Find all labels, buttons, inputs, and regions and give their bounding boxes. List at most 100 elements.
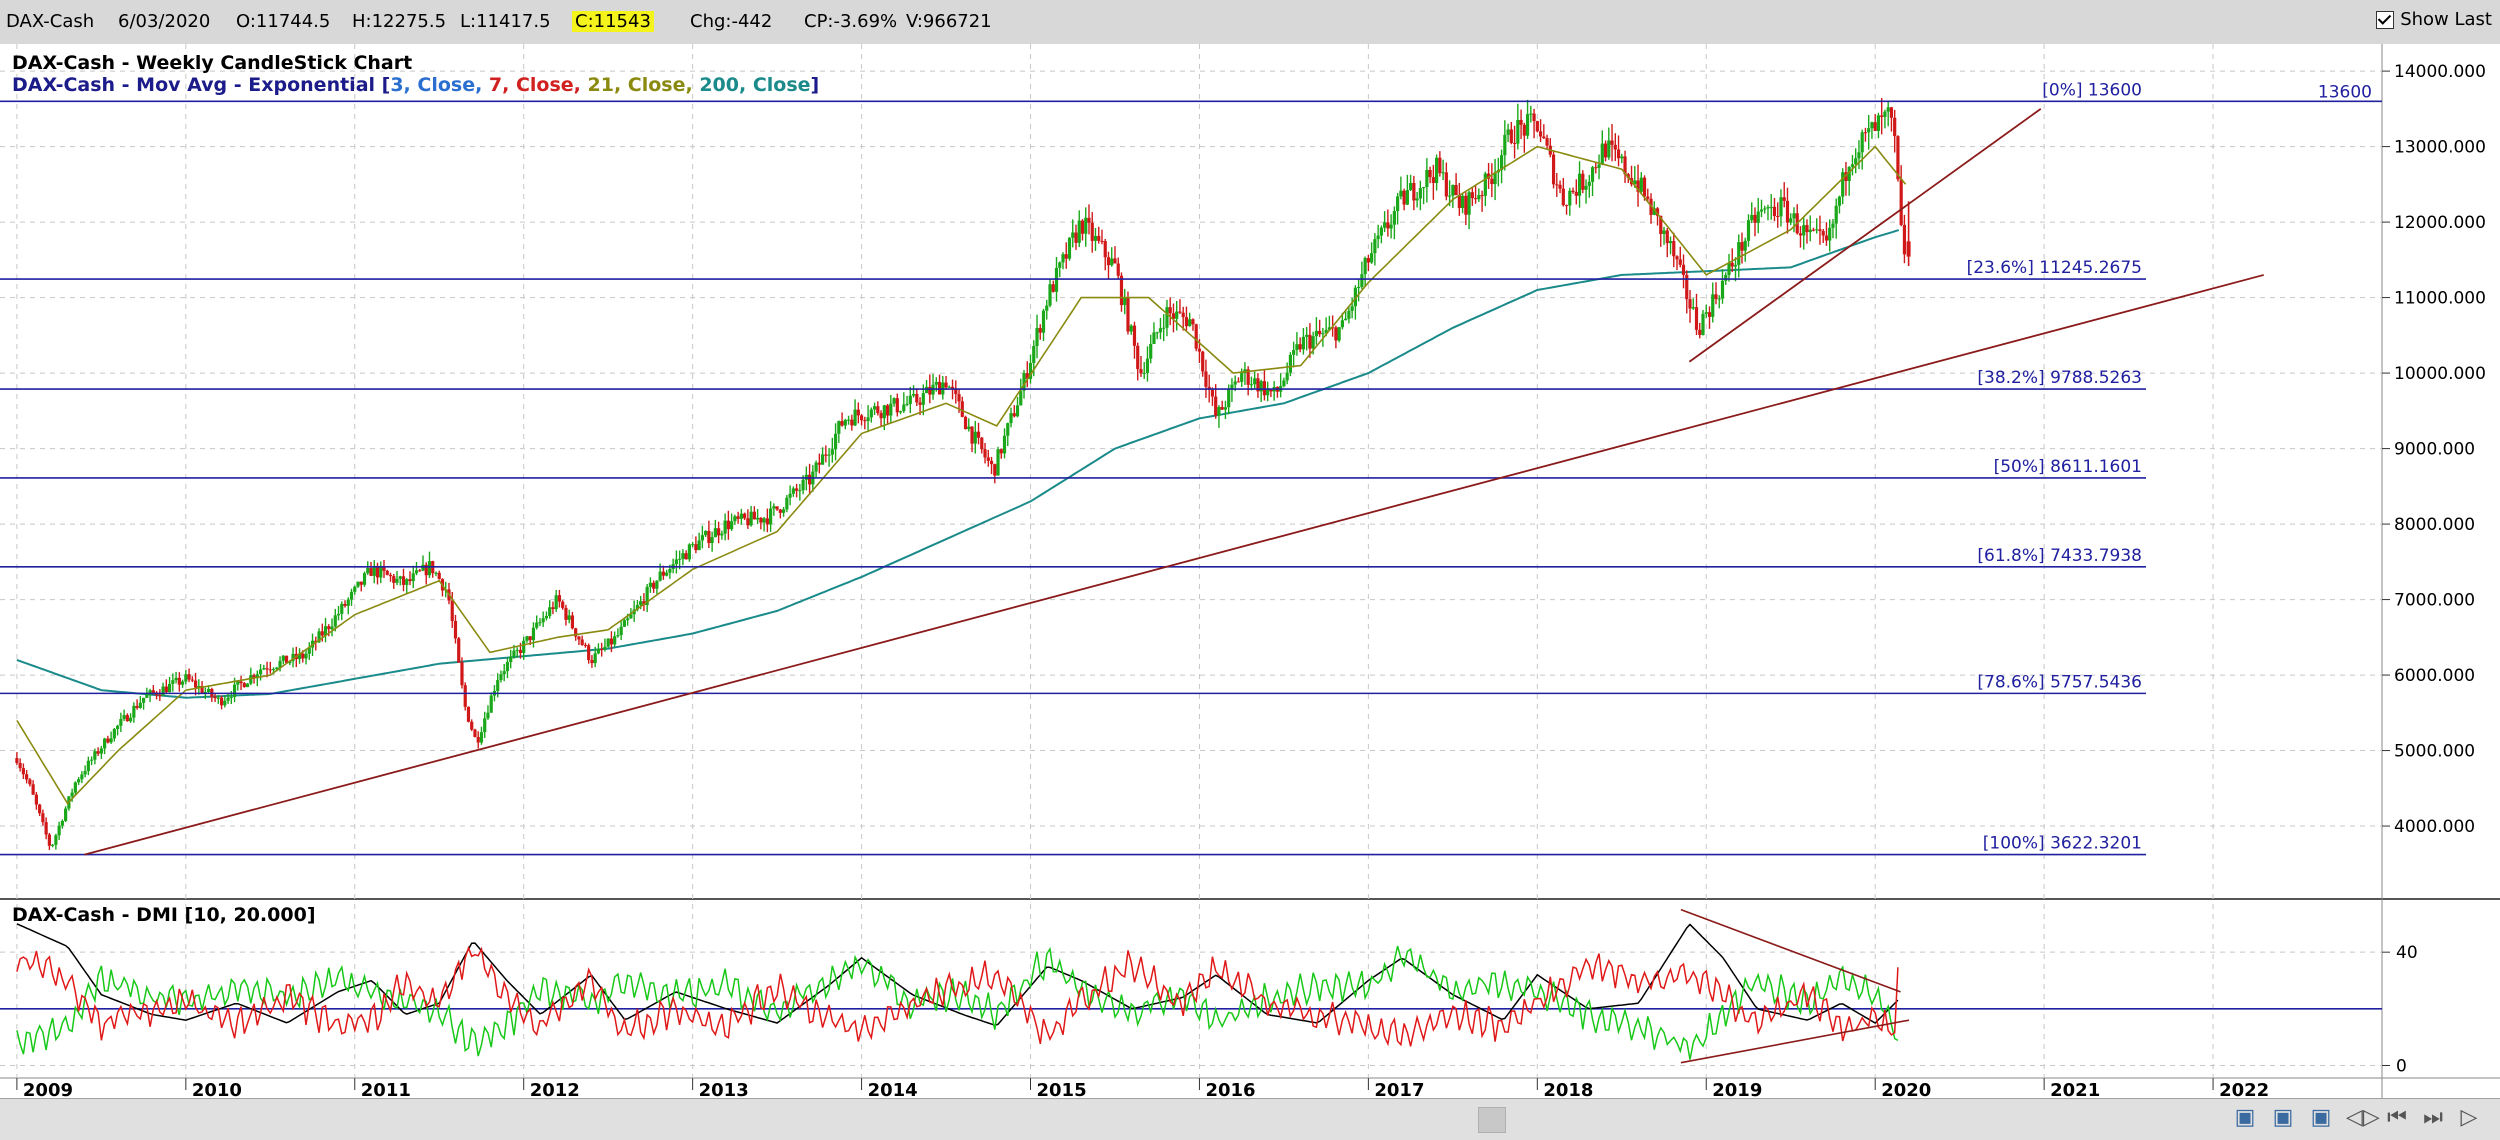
candle-body [1409, 182, 1413, 191]
candle-body [522, 640, 526, 654]
ema200-group [16, 229, 1900, 699]
candle-body [424, 564, 428, 576]
ema200-line [16, 229, 1900, 699]
toolbar-icon-1[interactable]: ▣ [2234, 1105, 2256, 1130]
candle-body [414, 570, 419, 574]
candle-body [174, 677, 178, 681]
candle-body [457, 638, 461, 663]
candle-body [262, 668, 266, 670]
candle-body [1129, 325, 1133, 332]
candle-body [119, 719, 123, 726]
candle-body [434, 572, 438, 574]
show-last-toggle[interactable]: Show Last [2376, 9, 2492, 30]
candle-body [794, 488, 799, 491]
candle-body [135, 705, 139, 708]
candle-body [1422, 187, 1426, 189]
x-tick-label: 2018 [1543, 1080, 1593, 1098]
candle-body [1574, 191, 1578, 196]
symbol-label: DAX-Cash [6, 11, 95, 32]
candle-body [629, 614, 633, 619]
candle-body [1285, 372, 1289, 381]
candle-body [51, 844, 55, 846]
candle-body [1613, 144, 1617, 150]
chart-canvas[interactable]: [0%] 13600 [23.6%] 11245.2675 [38.2%] 9788… [0, 44, 2500, 1098]
candle-body [1028, 362, 1033, 379]
candle-body [15, 758, 19, 763]
show-last-checkbox[interactable] [2376, 10, 2395, 29]
candle-body [1886, 107, 1890, 112]
candle-body [278, 660, 282, 668]
candle-body [496, 680, 500, 691]
candle-body [1688, 299, 1692, 309]
candle-body [778, 509, 782, 513]
candle-body [1571, 190, 1575, 192]
candle-body [411, 573, 415, 582]
candle-body [535, 622, 539, 628]
candle-body [1815, 229, 1819, 231]
candle-body [720, 533, 724, 536]
ema21-line [16, 145, 1907, 805]
ma-legend: DAX-Cash - Mov Avg - Exponential [3, Clo… [12, 74, 819, 96]
x-tick-label: 2021 [2050, 1080, 2100, 1098]
candle-body [1769, 206, 1773, 208]
candle-body [889, 403, 893, 416]
candle-body [840, 421, 844, 426]
candle-body [1535, 121, 1539, 132]
candle-body [973, 431, 977, 444]
close-label: C:11543 [572, 11, 654, 32]
candle-body [525, 636, 529, 641]
toolbar-icon-2[interactable]: ▣ [2272, 1105, 2294, 1130]
candle-body [109, 738, 113, 743]
candle-body [1889, 107, 1894, 118]
candle-body [1136, 345, 1140, 370]
candle-body [1051, 284, 1055, 292]
candle-body [132, 705, 136, 718]
candle-body [655, 580, 659, 589]
candle-body [1233, 381, 1237, 385]
last-candle-body [1906, 241, 1911, 257]
candle-body [606, 638, 610, 647]
candle-body [587, 645, 591, 661]
candle-body [1435, 157, 1439, 183]
candle-body [879, 413, 883, 419]
fib-level-label: [38.2%] 9788.5263 [1977, 368, 2142, 388]
candle-body [1366, 258, 1370, 263]
scroll-last-icon[interactable]: ⏭ [2423, 1105, 2443, 1130]
candle-body [1600, 143, 1604, 165]
candle-body [476, 737, 480, 743]
x-tick-label: 2017 [1374, 1080, 1424, 1098]
candle-body [1603, 143, 1608, 158]
candle-body [340, 603, 344, 614]
candle-body [918, 402, 922, 405]
candle-body [1087, 217, 1091, 223]
candle-body [1097, 235, 1101, 241]
candle-body [1828, 227, 1832, 241]
scroll-left-right-icon[interactable]: ◁▷ [2346, 1105, 2380, 1130]
candle-body [1396, 196, 1400, 212]
candle-body [385, 570, 389, 575]
candle-body [112, 728, 116, 739]
candle-body [31, 784, 35, 795]
price-tag-label: 13600 [2318, 82, 2372, 102]
candle-body [54, 835, 58, 845]
candle-body [1860, 132, 1864, 153]
x-tick-label: 2012 [530, 1080, 580, 1098]
candle-body [1870, 122, 1874, 129]
horizontal-scrollbar-thumb[interactable] [1478, 1107, 1506, 1133]
candle-body [635, 605, 640, 610]
candle-body [148, 690, 152, 695]
candle-body [1041, 310, 1046, 333]
toolbar-icon-3[interactable]: ▣ [2310, 1105, 2332, 1130]
scroll-right-icon[interactable]: ▷ [2460, 1105, 2478, 1130]
candle-body [1431, 177, 1435, 183]
candle-body [1756, 211, 1760, 223]
candle-body [691, 544, 695, 546]
candle-body [791, 488, 795, 494]
candle-body [83, 771, 87, 775]
candle-body [369, 568, 373, 576]
candle-body [1577, 173, 1582, 196]
candle-body [1701, 313, 1705, 335]
scroll-first-icon[interactable]: ⏮ [2387, 1105, 2407, 1130]
candle-body [1704, 312, 1708, 314]
candle-body [1227, 389, 1231, 408]
